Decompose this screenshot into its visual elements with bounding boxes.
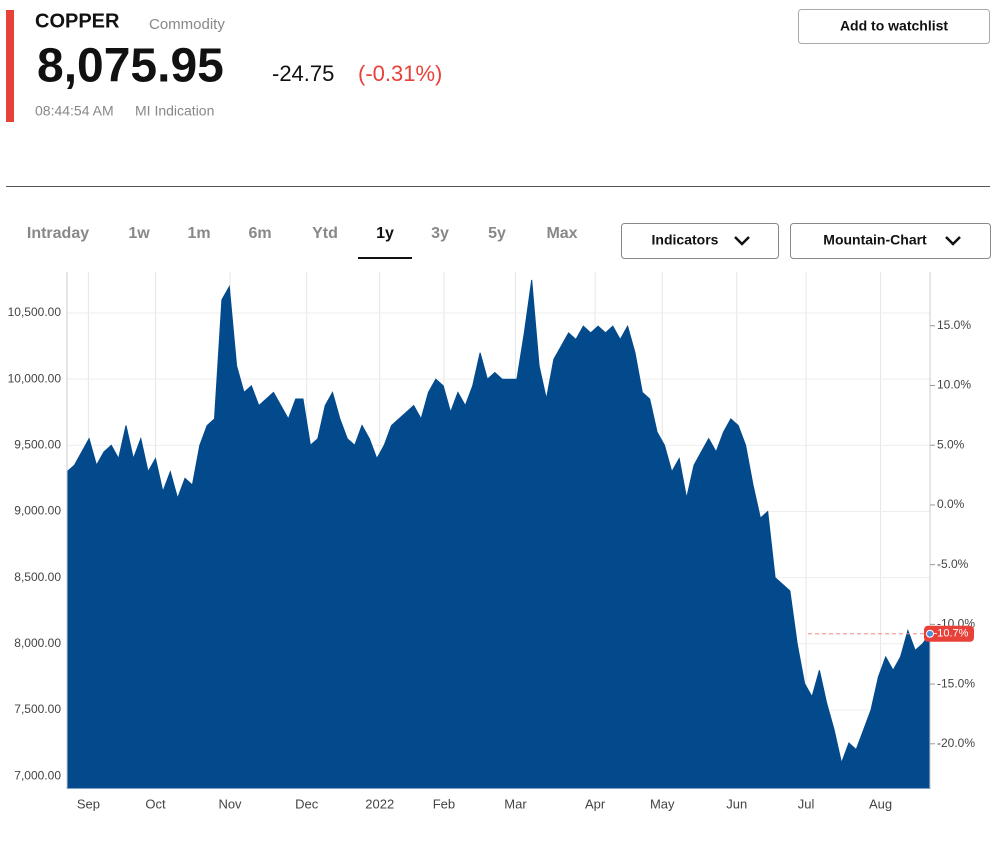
x-tick-label: May	[650, 796, 675, 811]
y-tick-label: 8,000.00	[14, 636, 61, 650]
range-tabs: Intraday 1w 1m 6m Ytd 1y 3y 5y Max	[27, 225, 578, 259]
indicators-dropdown[interactable]	[621, 223, 779, 259]
range-tab[interactable]: 1w	[128, 225, 150, 242]
y2-tick-label: 0.0%	[937, 497, 965, 511]
y2-tick-label: -20.0%	[937, 736, 975, 750]
price-area	[66, 279, 931, 789]
watchlist-button-label[interactable]: Add to watchlist	[840, 18, 948, 34]
chart-type-dropdown[interactable]	[790, 223, 991, 259]
quote-source: MI Indication	[135, 103, 214, 119]
y-tick-label: 7,500.00	[14, 702, 61, 716]
y2-tick-label: 10.0%	[937, 378, 971, 392]
last-label: -10.7%	[934, 628, 969, 640]
x-tick-label: Oct	[145, 796, 166, 811]
y2-tick-label: 5.0%	[937, 437, 965, 451]
x-tick-label: Jul	[798, 796, 815, 811]
range-tab[interactable]: Intraday	[27, 225, 89, 242]
asset-kind: Commodity	[149, 16, 225, 33]
range-tab[interactable]: Max	[546, 225, 577, 242]
x-tick-label: Nov	[218, 796, 242, 811]
range-tab[interactable]: 5y	[488, 225, 506, 242]
x-tick-label: Sep	[77, 796, 100, 811]
x-tick-label: Apr	[585, 796, 606, 811]
price-change: -24.75	[272, 61, 334, 86]
x-tick-label: Jun	[726, 796, 747, 811]
y2-tick-label: -5.0%	[937, 557, 969, 571]
y-tick-label: 8,500.00	[14, 570, 61, 584]
x-tick-label: Mar	[504, 796, 527, 811]
watchlist-button[interactable]	[798, 9, 990, 44]
range-tab[interactable]: 1y	[376, 225, 394, 242]
x-tick-label: Feb	[433, 796, 455, 811]
chevron-icon	[945, 236, 961, 246]
y-tick-label: 10,500.00	[8, 305, 62, 319]
x-tick-label: 2022	[365, 796, 394, 811]
last-label-badge	[924, 625, 974, 642]
y2-tick-label: -15.0%	[937, 676, 975, 690]
range-tab[interactable]: 1m	[187, 225, 210, 242]
y2-tick-label: 15.0%	[937, 318, 971, 332]
range-tab[interactable]: Ytd	[312, 225, 338, 242]
chevron-icon	[734, 236, 750, 246]
indicators-label[interactable]: Indicators	[652, 232, 719, 248]
chart-type-label[interactable]: Mountain-Chart	[823, 232, 927, 248]
y-tick-label: 9,000.00	[14, 504, 61, 518]
y-tick-label: 10,000.00	[8, 371, 62, 385]
range-tab[interactable]: 3y	[431, 225, 449, 242]
chart: Sep Oct Nov Dec 2022 Feb Mar Apr May Jun Jul Aug 7,0…	[8, 272, 975, 811]
price: 8,075.95	[37, 40, 224, 93]
price-change-pct: (-0.31%)	[358, 61, 442, 86]
accent-bar	[6, 10, 14, 122]
last-point	[926, 629, 934, 638]
quote-time: 08:44:54 AM	[35, 103, 114, 119]
asset-name: COPPER	[35, 10, 120, 32]
x-tick-label: Dec	[295, 796, 319, 811]
y-tick-label: 7,000.00	[14, 768, 61, 782]
y-tick-label: 9,500.00	[14, 437, 61, 451]
range-tab[interactable]: 6m	[248, 225, 271, 242]
x-tick-label: Aug	[869, 796, 892, 811]
